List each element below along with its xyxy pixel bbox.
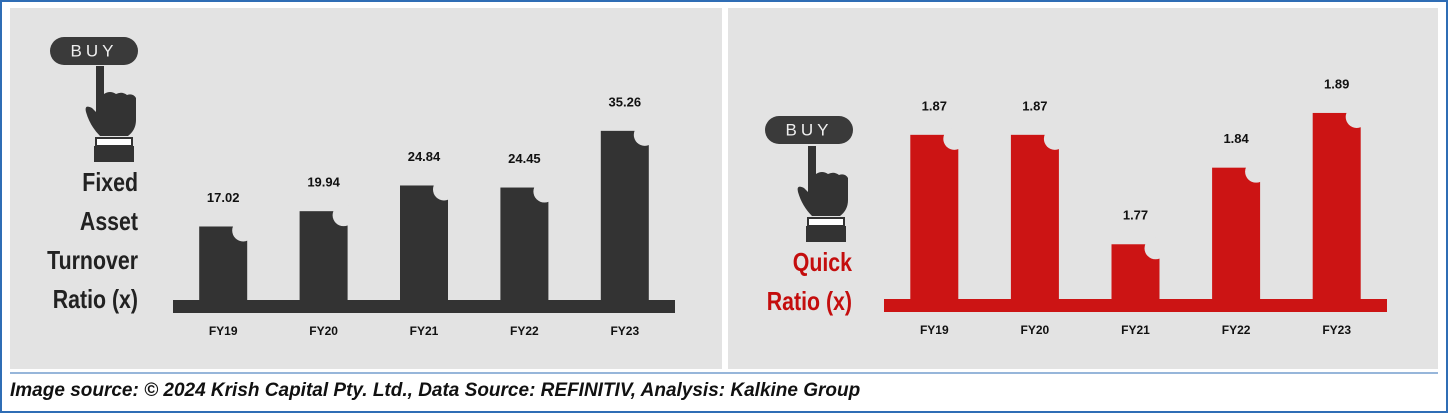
x-tick-label: FY19 xyxy=(209,324,238,338)
bar-bite xyxy=(943,127,966,150)
hand-icon xyxy=(85,66,136,136)
hand-sleeve xyxy=(94,146,134,162)
value-label: 35.26 xyxy=(609,94,642,109)
bar-bite xyxy=(332,204,355,227)
hand-icon xyxy=(797,146,848,216)
x-tick-label: FY21 xyxy=(1121,323,1150,337)
bar xyxy=(910,134,959,299)
value-label: 1.77 xyxy=(1123,208,1148,223)
x-tick-label: FY23 xyxy=(610,324,639,338)
bar-bite xyxy=(1245,160,1268,183)
buy-button xyxy=(765,116,853,144)
bar-bite xyxy=(533,180,556,203)
value-label: 1.89 xyxy=(1324,76,1349,91)
baseline xyxy=(173,300,675,313)
footer: Image source: © 2024 Krish Capital Pty. … xyxy=(10,380,861,401)
bar-bite xyxy=(1043,127,1066,150)
hand-cuff xyxy=(807,217,845,227)
bar xyxy=(500,187,549,300)
buy-button-label: BUY xyxy=(71,41,118,60)
bar-bite xyxy=(1345,105,1368,128)
x-tick-label: FY20 xyxy=(309,324,338,338)
hand-cuff xyxy=(95,137,133,147)
bar-bite xyxy=(232,219,255,242)
value-label: 1.87 xyxy=(922,98,947,113)
buy-button-label: BUY xyxy=(786,120,833,139)
chart-title: Quick Ratio (x) xyxy=(766,247,852,316)
bar xyxy=(1212,167,1261,299)
x-tick-label: FY21 xyxy=(410,324,439,338)
x-tick-label: FY20 xyxy=(1021,323,1050,337)
hand-sleeve xyxy=(806,226,846,242)
x-tick-label: FY23 xyxy=(1322,323,1351,337)
chart-title: Fixed Asset Turnover Ratio (x) xyxy=(47,167,138,314)
value-label: 24.84 xyxy=(408,149,441,164)
bar-bite xyxy=(1144,237,1167,260)
value-label: 1.84 xyxy=(1223,131,1249,146)
bar xyxy=(1312,112,1361,299)
value-label: 17.02 xyxy=(207,190,240,205)
x-tick-label: FY22 xyxy=(1222,323,1251,337)
value-label: 19.94 xyxy=(307,175,340,190)
x-tick-label: FY19 xyxy=(920,323,949,337)
bar xyxy=(299,211,348,300)
bar xyxy=(600,130,649,300)
buy-button xyxy=(50,37,138,65)
bar xyxy=(400,185,448,300)
bar-bite xyxy=(433,178,455,201)
x-tick-label: FY22 xyxy=(510,324,539,338)
bar-bite xyxy=(633,123,656,146)
bar xyxy=(1010,134,1059,299)
baseline xyxy=(884,299,1387,312)
value-label: 24.45 xyxy=(508,151,541,166)
value-label: 1.87 xyxy=(1022,98,1047,113)
